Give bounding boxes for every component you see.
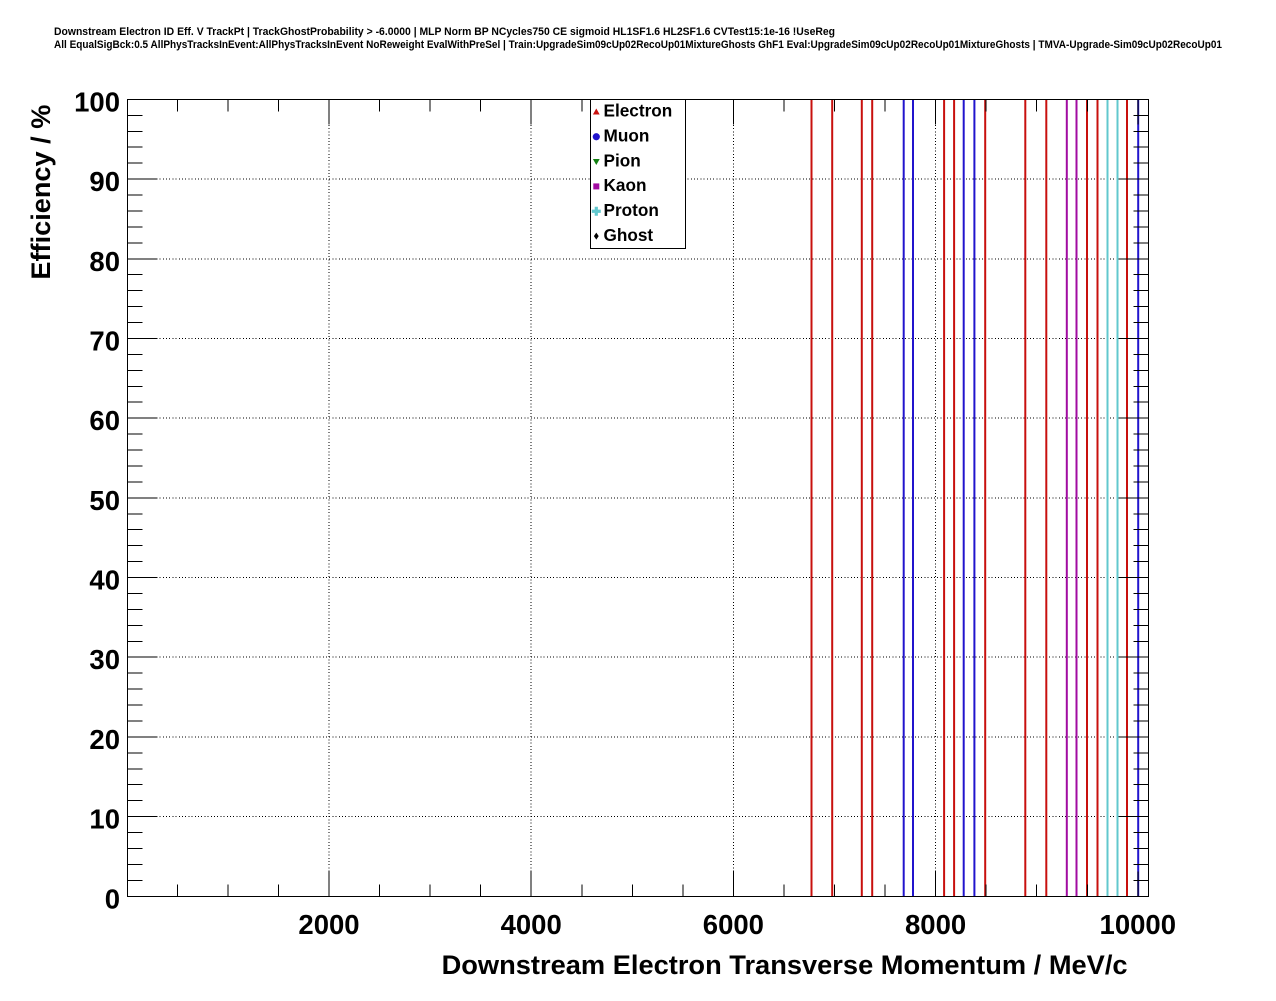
svg-text:60: 60	[89, 405, 120, 436]
svg-text:100: 100	[74, 86, 120, 117]
svg-text:10: 10	[89, 804, 120, 835]
svg-text:Downstream Electron Transverse: Downstream Electron Transverse Momentum …	[442, 950, 1128, 980]
svg-text:Ghost: Ghost	[604, 225, 654, 245]
svg-text:70: 70	[89, 326, 120, 357]
svg-text:4000: 4000	[501, 909, 562, 940]
svg-text:Efficiency / %: Efficiency / %	[26, 105, 56, 280]
svg-text:80: 80	[89, 246, 120, 277]
svg-text:10000: 10000	[1100, 909, 1176, 940]
svg-text:2000: 2000	[298, 909, 359, 940]
svg-text:0: 0	[105, 883, 120, 914]
svg-text:Proton: Proton	[604, 200, 659, 220]
svg-text:Downstream Electron ID Eff. V: Downstream Electron ID Eff. V TrackPt | …	[54, 26, 835, 38]
svg-text:Electron: Electron	[604, 101, 673, 121]
svg-text:Kaon: Kaon	[604, 175, 647, 195]
svg-text:50: 50	[89, 485, 120, 516]
svg-text:8000: 8000	[905, 909, 966, 940]
svg-text:Pion: Pion	[604, 150, 641, 170]
svg-text:20: 20	[89, 724, 120, 755]
svg-text:Muon: Muon	[604, 126, 650, 146]
svg-text:6000: 6000	[703, 909, 764, 940]
svg-text:30: 30	[89, 644, 120, 675]
svg-text:All EqualSigBck:0.5 AllPhysTra: All EqualSigBck:0.5 AllPhysTracksInEvent…	[54, 39, 1222, 51]
svg-text:90: 90	[89, 166, 120, 197]
svg-text:40: 40	[89, 565, 120, 596]
